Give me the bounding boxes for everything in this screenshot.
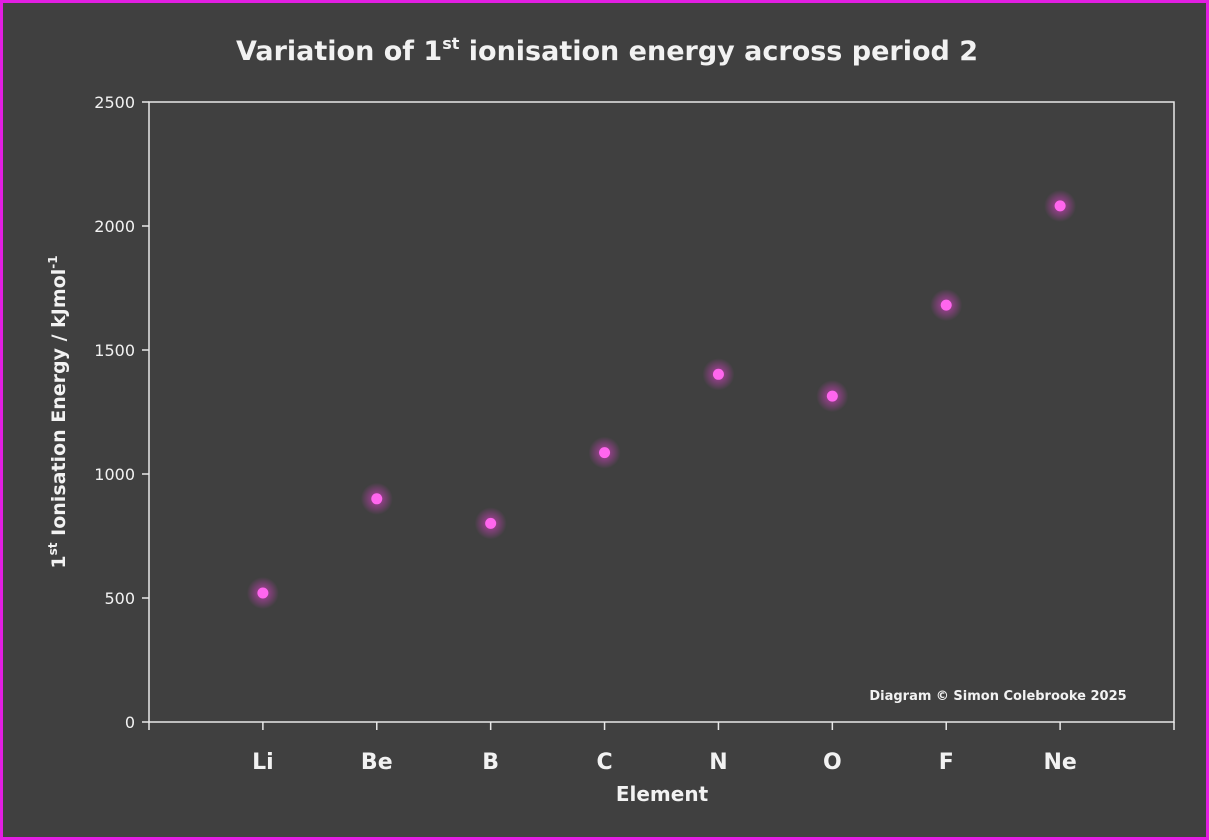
- x-tick-label: Ne: [1043, 750, 1076, 775]
- y-tick-label: 1000: [94, 465, 135, 484]
- y-axis-label: 1st Ionisation Energy / kJmol-1: [46, 255, 70, 568]
- x-tick-label: O: [823, 750, 842, 775]
- x-tick-label: B: [482, 750, 499, 775]
- data-point-C: [599, 447, 611, 459]
- data-point-N: [712, 368, 724, 380]
- chart-title: Variation of 1st ionisation energy acros…: [236, 34, 978, 67]
- data-point-F: [940, 299, 952, 311]
- y-tick-label: 2500: [94, 93, 135, 112]
- data-point-Ne: [1054, 200, 1066, 212]
- y-tick-label: 500: [104, 589, 135, 608]
- x-tick-label: Li: [252, 750, 274, 775]
- scatter-chart: Variation of 1st ionisation energy acros…: [46, 34, 1175, 806]
- x-tick-label: C: [596, 750, 612, 775]
- x-tick-label: N: [709, 750, 727, 775]
- y-tick-label: 0: [125, 713, 135, 732]
- data-point-O: [826, 390, 838, 402]
- copyright-annotation: Diagram © Simon Colebrooke 2025: [869, 689, 1126, 704]
- x-tick-label: Be: [361, 750, 393, 775]
- x-axis-label: Element: [616, 782, 709, 806]
- data-point-Be: [371, 493, 383, 505]
- y-tick-label: 1500: [94, 341, 135, 360]
- y-tick-label: 2000: [94, 217, 135, 236]
- data-point-Li: [257, 587, 269, 599]
- data-point-B: [485, 517, 497, 529]
- x-tick-label: F: [939, 750, 954, 775]
- plot-area: [148, 101, 1175, 723]
